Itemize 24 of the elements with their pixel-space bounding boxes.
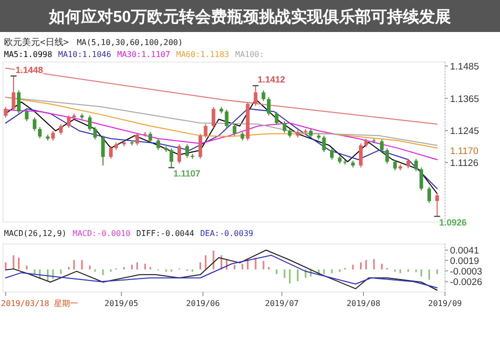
y-tick-label: 0.0041 (450, 246, 480, 257)
legend: MACD:-0.0010 DIFF:-0.0044 DEA:-0.0039 (72, 229, 254, 238)
x-tick-label: 2019/09 (428, 299, 462, 308)
y-tick-label: 0.0019 (450, 256, 480, 267)
x-tick-label: 2019/07 (265, 299, 299, 308)
annotation: 1.1412 (258, 74, 286, 85)
x-tick-label: 2019/06 (186, 299, 220, 308)
x-tick-label: 2019/08 (346, 299, 380, 308)
y-tick-label: -0.0003 (450, 266, 482, 278)
y-tick-label: 1.1365 (450, 94, 480, 105)
legend-title: MA(5,10,30,60,100,200) (76, 38, 183, 47)
y-tick-label: 1.1245 (450, 126, 480, 138)
y-tick-label: 1.1485 (450, 62, 480, 73)
x-tick-label: 2019/03/18 星期一 (1, 299, 78, 308)
title: MACD(26,12,9) (4, 229, 67, 238)
legend: MA5:1.0998 MA10:1.1046 MA30:1.1107 MA60:1.1183 MA100: (4, 50, 264, 59)
title: 如何应对50万欧元转会费瓶颈挑战实现俱乐部可持续发展 (49, 9, 451, 26)
y-tick-label: -0.0026 (450, 277, 482, 288)
annotation: 1.1107 (173, 168, 200, 179)
annotation: 1.1170 (450, 146, 478, 158)
annotation: 1.0926 (439, 217, 467, 228)
y-tick-label: 1.1126 (450, 158, 478, 170)
x-tick-label: 2019/05 (104, 299, 138, 308)
subtitle: 欧元美元<日线> (4, 38, 69, 48)
